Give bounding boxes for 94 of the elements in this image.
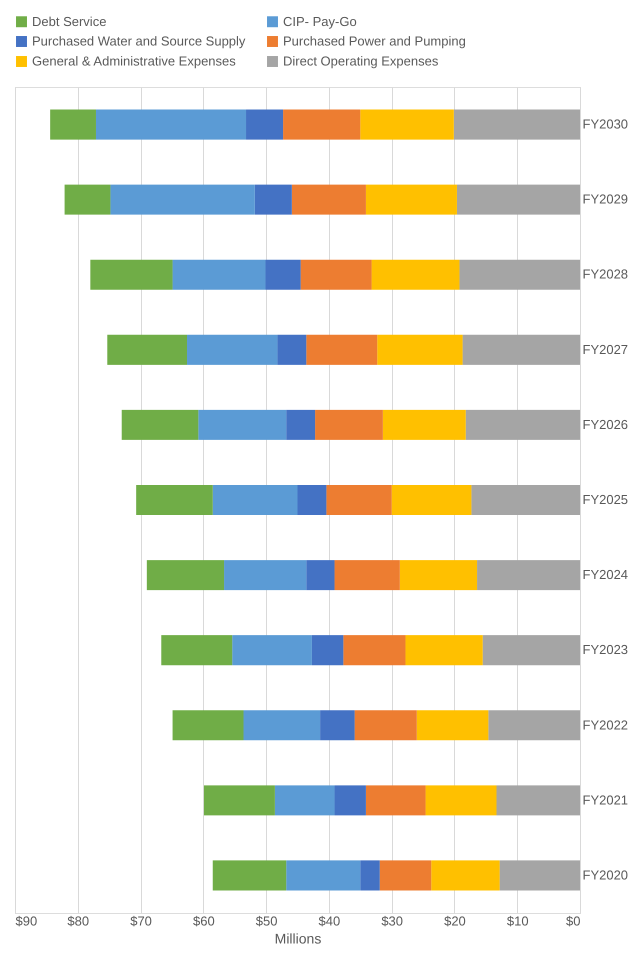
x-tick-label: $60 (192, 914, 215, 928)
bar (380, 860, 432, 890)
bar (500, 860, 580, 890)
bar (326, 484, 392, 516)
bar (292, 184, 366, 215)
x-tick-label: $10 (506, 914, 529, 928)
bar (431, 860, 500, 890)
bar (122, 410, 198, 440)
y-tick-label: FY2027 (582, 342, 628, 357)
legend-label: CIP- Pay-Go (283, 14, 357, 29)
legend-label: Debt Service (32, 14, 106, 29)
bar (172, 260, 266, 290)
legend-label: Purchased Water and Source Supply (32, 34, 246, 48)
bar (136, 484, 213, 516)
x-tick-label: $80 (67, 914, 90, 928)
y-tick-label: FY2021 (582, 792, 628, 808)
bar (50, 110, 96, 140)
bar (64, 184, 110, 215)
y-tick-label: FY2020 (582, 867, 628, 882)
bar (286, 860, 360, 890)
bar (212, 860, 286, 890)
bar (334, 560, 400, 590)
bar (187, 334, 278, 365)
bar (354, 710, 417, 740)
bar (110, 184, 255, 215)
bar (416, 710, 488, 740)
bar (488, 710, 580, 740)
bar (232, 635, 312, 666)
bar (360, 110, 454, 140)
bar (343, 635, 406, 666)
bar (306, 334, 378, 365)
bar (454, 110, 580, 140)
bar (298, 484, 326, 516)
bar (334, 785, 366, 816)
bar (471, 484, 580, 516)
bar (224, 560, 306, 590)
bar (274, 785, 335, 816)
bar (286, 410, 316, 440)
y-tick-label: FY2023 (582, 642, 628, 658)
bar (372, 260, 460, 290)
legend-label: Direct Operating Expenses (283, 54, 439, 68)
x-tick-label: $30 (381, 914, 404, 928)
x-tick-label: $90 (16, 914, 38, 928)
bar (366, 785, 426, 816)
x-tick-label: $0 (566, 914, 580, 928)
bar (254, 184, 292, 215)
y-tick-label: FY2030 (582, 116, 628, 132)
bar (377, 334, 463, 365)
bar (315, 410, 383, 440)
bar (265, 260, 301, 290)
bar (107, 334, 188, 365)
bar (198, 410, 286, 440)
bar (496, 785, 580, 816)
y-tick-label: FY2028 (582, 266, 628, 282)
y-tick-label: FY2025 (582, 492, 628, 507)
bar (392, 484, 472, 516)
bar (312, 635, 344, 666)
bar (172, 710, 244, 740)
bar (244, 710, 320, 740)
bar (283, 110, 360, 140)
bar (466, 410, 580, 440)
x-tick-label: $40 (318, 914, 340, 928)
bar (306, 560, 335, 590)
bar (426, 785, 497, 816)
bar (477, 560, 580, 590)
bar (456, 184, 580, 215)
x-tick-label: $70 (130, 914, 152, 928)
bar (246, 110, 284, 140)
bar (300, 260, 372, 290)
bar (146, 560, 224, 590)
bar (90, 260, 173, 290)
legend-label: General & Administrative Expenses (32, 54, 236, 68)
bar (96, 110, 246, 140)
bar (366, 184, 457, 215)
x-axis-title: Millions (274, 930, 322, 946)
bar (212, 484, 298, 516)
bar (400, 560, 478, 590)
bar (482, 635, 580, 666)
y-tick-label: FY2022 (582, 717, 628, 732)
bar (320, 710, 355, 740)
bar (277, 334, 306, 365)
bar (405, 635, 483, 666)
bar (459, 260, 580, 290)
y-tick-label: FY2029 (582, 192, 628, 207)
bar (161, 635, 232, 666)
x-tick-label: $20 (444, 914, 466, 928)
bar (382, 410, 466, 440)
y-tick-label: FY2024 (582, 567, 628, 582)
bar (204, 785, 275, 816)
bar (360, 860, 380, 890)
legend-label: Purchased Power and Pumping (283, 34, 466, 48)
bar (462, 334, 580, 365)
y-tick-label: FY2026 (582, 416, 628, 432)
x-tick-label: $50 (256, 914, 278, 928)
